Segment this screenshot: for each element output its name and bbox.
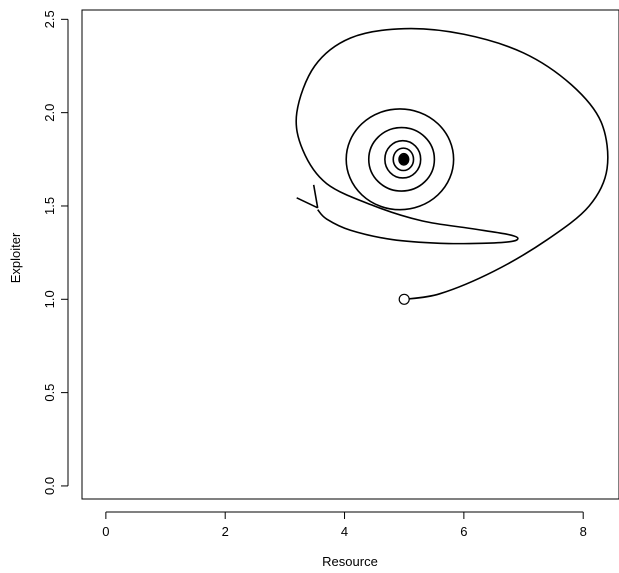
y-tick-label: 1.0 bbox=[42, 290, 57, 308]
y-axis: 0.0 0.5 1.0 1.5 2.0 2.5 bbox=[42, 10, 69, 495]
x-axis: 0 2 4 6 8 bbox=[102, 511, 587, 539]
spiral-ring bbox=[345, 108, 455, 211]
plot-frame bbox=[81, 9, 619, 500]
x-axis-label: Resource bbox=[322, 554, 378, 569]
y-tick-label: 2.0 bbox=[42, 104, 57, 122]
spiral-ring bbox=[384, 139, 422, 179]
y-tick-label: 1.5 bbox=[42, 197, 57, 215]
spiral-ring bbox=[367, 126, 436, 192]
x-tick-label: 4 bbox=[341, 524, 348, 539]
x-tick-label: 2 bbox=[222, 524, 229, 539]
equilibrium-point bbox=[399, 154, 410, 165]
y-tick-label: 2.5 bbox=[42, 10, 57, 28]
start-point bbox=[398, 293, 410, 305]
arrow-head-left bbox=[296, 197, 319, 209]
x-tick-label: 6 bbox=[460, 524, 467, 539]
spiral-ring bbox=[392, 147, 415, 172]
y-axis-label: Exploiter bbox=[8, 232, 23, 283]
y-tick-label: 0.0 bbox=[42, 477, 57, 495]
trajectory-line bbox=[295, 27, 609, 301]
y-tick-label: 0.5 bbox=[42, 384, 57, 402]
x-tick-label: 0 bbox=[102, 524, 109, 539]
plot-area bbox=[295, 27, 609, 305]
x-tick-label: 8 bbox=[580, 524, 587, 539]
arrow-head-top bbox=[312, 184, 319, 208]
